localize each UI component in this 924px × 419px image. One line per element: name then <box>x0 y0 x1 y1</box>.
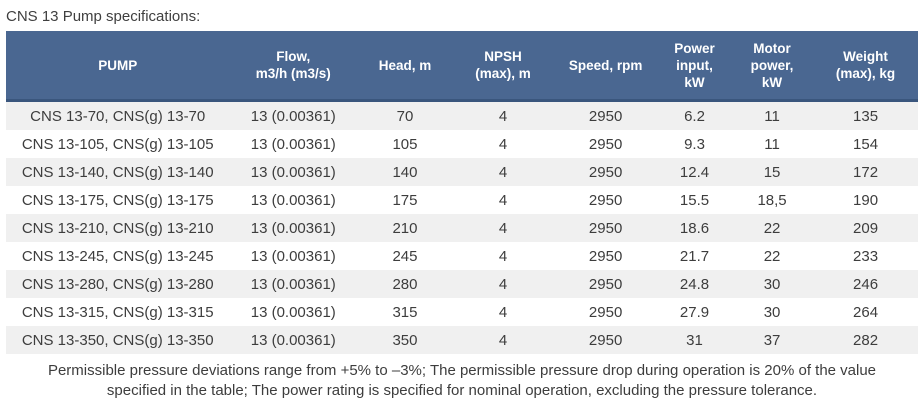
table-cell: 280 <box>392 275 418 293</box>
table-cell: 282 <box>853 331 879 349</box>
table-cell: 24.8 <box>679 275 710 293</box>
table-cell: CNS 13-210, CNS(g) 13-210 <box>21 219 214 237</box>
table-cell: 140 <box>392 163 418 181</box>
table-cell: 350 <box>392 331 418 349</box>
table-row: CNS 13-280, CNS(g) 13-280 13 (0.00361) 280… <box>6 270 918 298</box>
table-cell: 4 <box>498 191 508 209</box>
table-row: CNS 13-350, CNS(g) 13-350 13 (0.00361) 350… <box>6 326 918 354</box>
table-cell: 11 <box>764 107 780 125</box>
table-cell: 18.6 <box>679 219 710 237</box>
footnote: Permissible pressure deviations range fr… <box>47 362 877 399</box>
table-row: CNS 13-315, CNS(g) 13-315 13 (0.00361) 315… <box>6 298 918 326</box>
column-header: Power input, kW <box>658 31 731 102</box>
table-row: CNS 13-175, CNS(g) 13-175 13 (0.00361) 175… <box>6 186 918 214</box>
table-cell: 2950 <box>588 191 623 209</box>
column-header: Motor power, kW <box>731 31 814 102</box>
table-body: CNS 13-70, CNS(g) 13-70 13 (0.00361) 70 4 29… <box>6 100 918 354</box>
table-cell: 2950 <box>588 247 623 265</box>
table-cell: 22 <box>763 219 781 237</box>
table-cell: 4 <box>498 219 508 237</box>
table-cell: 2950 <box>588 135 623 153</box>
table-cell: 105 <box>392 135 418 153</box>
table-row: CNS 13-210, CNS(g) 13-210 13 (0.00361) 210… <box>6 214 918 242</box>
table-cell: 13 (0.00361) <box>250 135 336 153</box>
table-cell: 246 <box>853 275 879 293</box>
table-row: CNS 13-105, CNS(g) 13-105 13 (0.00361) 105… <box>6 130 918 158</box>
table-cell: 315 <box>392 303 418 321</box>
table-cell: 12.4 <box>679 163 710 181</box>
table-cell: 30 <box>763 275 781 293</box>
table-header: PUMP Flow, m3/h (m3/s) Head, m NPSH (max), … <box>6 31 918 102</box>
table-cell: 2950 <box>588 303 623 321</box>
table-cell: 4 <box>498 331 508 349</box>
table-cell: 2950 <box>588 331 623 349</box>
table-cell: 2950 <box>588 107 623 125</box>
table-cell: 15 <box>763 163 781 181</box>
table-cell: 13 (0.00361) <box>250 247 336 265</box>
pump-spec-table: PUMP Flow, m3/h (m3/s) Head, m NPSH (max), … <box>6 31 918 354</box>
table-cell: 210 <box>392 219 418 237</box>
table-cell: 154 <box>853 135 879 153</box>
table-row: CNS 13-245, CNS(g) 13-245 13 (0.00361) 245… <box>6 242 918 270</box>
table-cell: 30 <box>763 303 781 321</box>
table-cell: 4 <box>498 163 508 181</box>
table-cell: CNS 13-70, CNS(g) 13-70 <box>30 107 206 125</box>
table-cell: 15.5 <box>679 191 710 209</box>
column-header: Weight (max), kg <box>813 31 918 102</box>
table-cell: CNS 13-105, CNS(g) 13-105 <box>21 135 214 153</box>
table-cell: 172 <box>853 163 879 181</box>
table-cell: 2950 <box>588 163 623 181</box>
column-header: Head, m <box>357 31 453 102</box>
table-cell: 22 <box>763 247 781 265</box>
table-cell: CNS 13-175, CNS(g) 13-175 <box>21 191 214 209</box>
column-header: PUMP <box>6 31 230 102</box>
table-cell: 11 <box>764 135 780 153</box>
table-cell: 4 <box>498 247 508 265</box>
table-cell: 190 <box>853 191 879 209</box>
table-cell: 4 <box>498 275 508 293</box>
table-cell: 31 <box>686 331 703 349</box>
table-cell: 2950 <box>588 275 623 293</box>
table-cell: 135 <box>853 107 879 125</box>
table-cell: 233 <box>853 247 879 265</box>
table-cell: 13 (0.00361) <box>250 331 336 349</box>
header-row: PUMP Flow, m3/h (m3/s) Head, m NPSH (max), … <box>6 31 918 102</box>
table-cell: 4 <box>498 303 508 321</box>
table-cell: 13 (0.00361) <box>250 275 336 293</box>
table-cell: CNS 13-140, CNS(g) 13-140 <box>21 163 214 181</box>
table-cell: 9.3 <box>684 135 705 153</box>
table-cell: CNS 13-350, CNS(g) 13-350 <box>21 331 214 349</box>
table-cell: CNS 13-315, CNS(g) 13-315 <box>21 303 214 321</box>
table-cell: 13 (0.00361) <box>250 107 336 125</box>
table-cell: 4 <box>498 135 508 153</box>
table-row: CNS 13-70, CNS(g) 13-70 13 (0.00361) 70 4 29… <box>6 100 918 130</box>
table-cell: 264 <box>853 303 879 321</box>
table-cell: 209 <box>853 219 879 237</box>
table-cell: CNS 13-245, CNS(g) 13-245 <box>21 247 214 265</box>
table-cell: 27.9 <box>679 303 710 321</box>
table-cell: 13 (0.00361) <box>250 163 336 181</box>
table-cell: 13 (0.00361) <box>250 303 336 321</box>
table-cell: 18,5 <box>757 191 787 209</box>
page-title: CNS 13 Pump specifications: <box>6 8 201 25</box>
table-cell: 70 <box>396 107 414 125</box>
table-cell: 2950 <box>588 219 623 237</box>
column-header: Flow, m3/h (m3/s) <box>229 31 358 102</box>
table-cell: CNS 13-280, CNS(g) 13-280 <box>21 275 214 293</box>
table-cell: 13 (0.00361) <box>250 191 336 209</box>
table-cell: 13 (0.00361) <box>250 219 336 237</box>
column-header: Speed, rpm <box>553 31 659 102</box>
table-cell: 245 <box>392 247 418 265</box>
table-cell: 6.2 <box>684 107 705 125</box>
table-cell: 21.7 <box>679 247 710 265</box>
table-cell: 4 <box>498 107 508 125</box>
column-header: NPSH (max), m <box>452 31 554 102</box>
table-cell: 175 <box>392 191 418 209</box>
table-row: CNS 13-140, CNS(g) 13-140 13 (0.00361) 140… <box>6 158 918 186</box>
table-cell: 37 <box>763 331 781 349</box>
